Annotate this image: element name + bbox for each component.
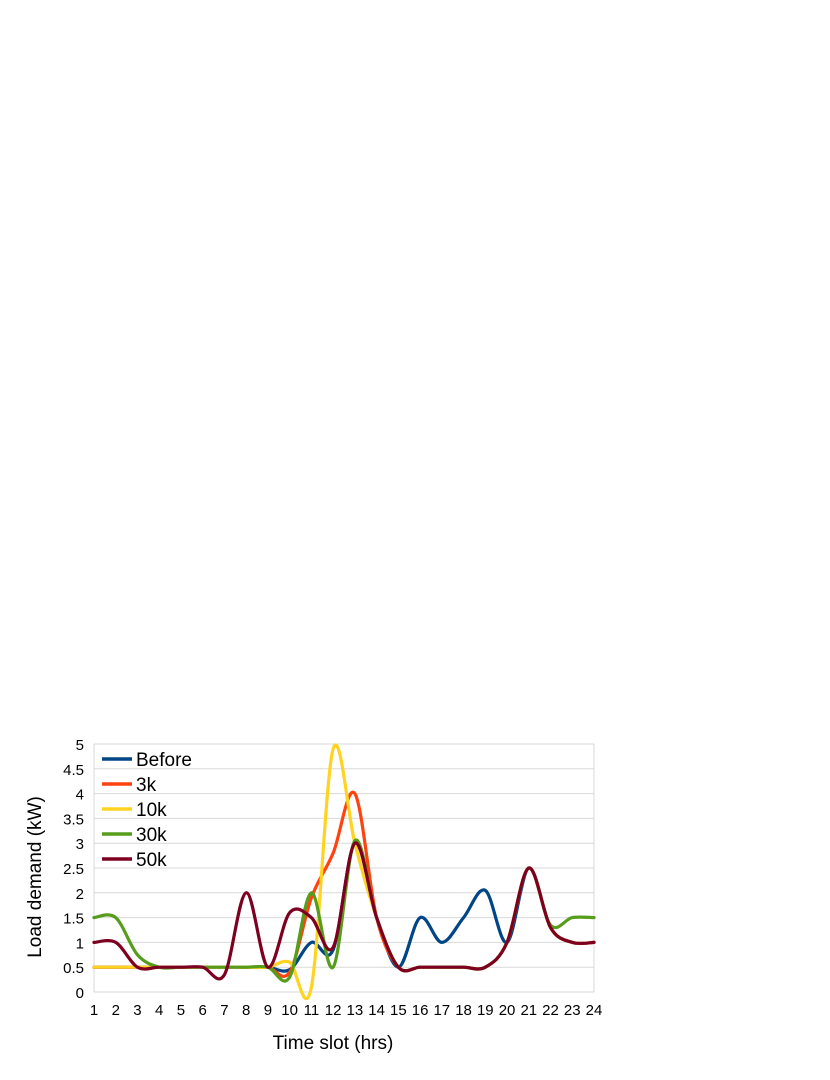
series-line-50k [92,841,596,981]
x-tick-label: 22 [542,1002,559,1019]
y-tick-label: 0.5 [63,960,84,977]
y-tick-labels: 0 0.5 1 1.5 2 2.5 3 3.5 4 4.5 5 [63,737,84,1002]
x-tick-label: 20 [499,1002,516,1019]
series-line-10k [92,743,596,1001]
x-tick-label: 7 [220,1002,228,1019]
legend-label-30k: 30k [136,825,167,846]
y-tick-label: 3.5 [63,811,84,828]
y-tick-label: 3 [76,836,84,853]
x-axis-label: Time slot (hrs) [273,1033,394,1054]
y-tick-label: 1 [76,935,84,952]
x-tick-label: 5 [177,1002,185,1019]
y-axis-label: Load demand (kW) [25,796,46,958]
legend: Before 3k 10k 30k 50k [102,750,192,871]
series-lines [92,743,596,1001]
x-tick-label: 24 [586,1002,603,1019]
x-tick-label: 4 [155,1002,163,1019]
legend-label-before: Before [136,750,192,771]
x-tick-label: 2 [112,1002,120,1019]
x-tick-label: 6 [199,1002,207,1019]
legend-label-3k: 3k [136,775,157,796]
y-tick-label: 4.5 [63,762,84,779]
x-tick-label: 8 [242,1002,250,1019]
x-tick-label: 21 [520,1002,537,1019]
x-tick-label: 17 [433,1002,450,1019]
x-tick-label: 10 [281,1002,298,1019]
x-tick-label: 23 [564,1002,581,1019]
y-tick-label: 2.5 [63,861,84,878]
series-line-30k [92,838,596,983]
x-tick-label: 19 [477,1002,494,1019]
x-tick-label: 12 [325,1002,342,1019]
x-tick-label: 3 [133,1002,141,1019]
x-tick-label: 15 [390,1002,407,1019]
x-tick-label: 11 [304,1002,320,1019]
x-tick-label: 16 [412,1002,429,1019]
x-tick-label: 14 [368,1002,385,1019]
x-tick-label: 1 [90,1002,98,1019]
legend-label-10k: 10k [136,800,167,821]
y-tick-label: 0 [76,985,84,1002]
legend-label-50k: 50k [136,850,167,871]
x-tick-label: 9 [264,1002,272,1019]
x-tick-labels: 1 2 3 4 5 6 7 8 9 10 11 12 13 14 15 16 17 18 19 20 21 22 23 24 [90,1002,603,1019]
y-tick-label: 5 [76,737,84,754]
x-tick-label: 13 [347,1002,364,1019]
y-tick-label: 1.5 [63,911,84,928]
y-tick-label: 4 [76,787,84,804]
x-tick-label: 18 [455,1002,472,1019]
y-tick-label: 2 [76,886,84,903]
